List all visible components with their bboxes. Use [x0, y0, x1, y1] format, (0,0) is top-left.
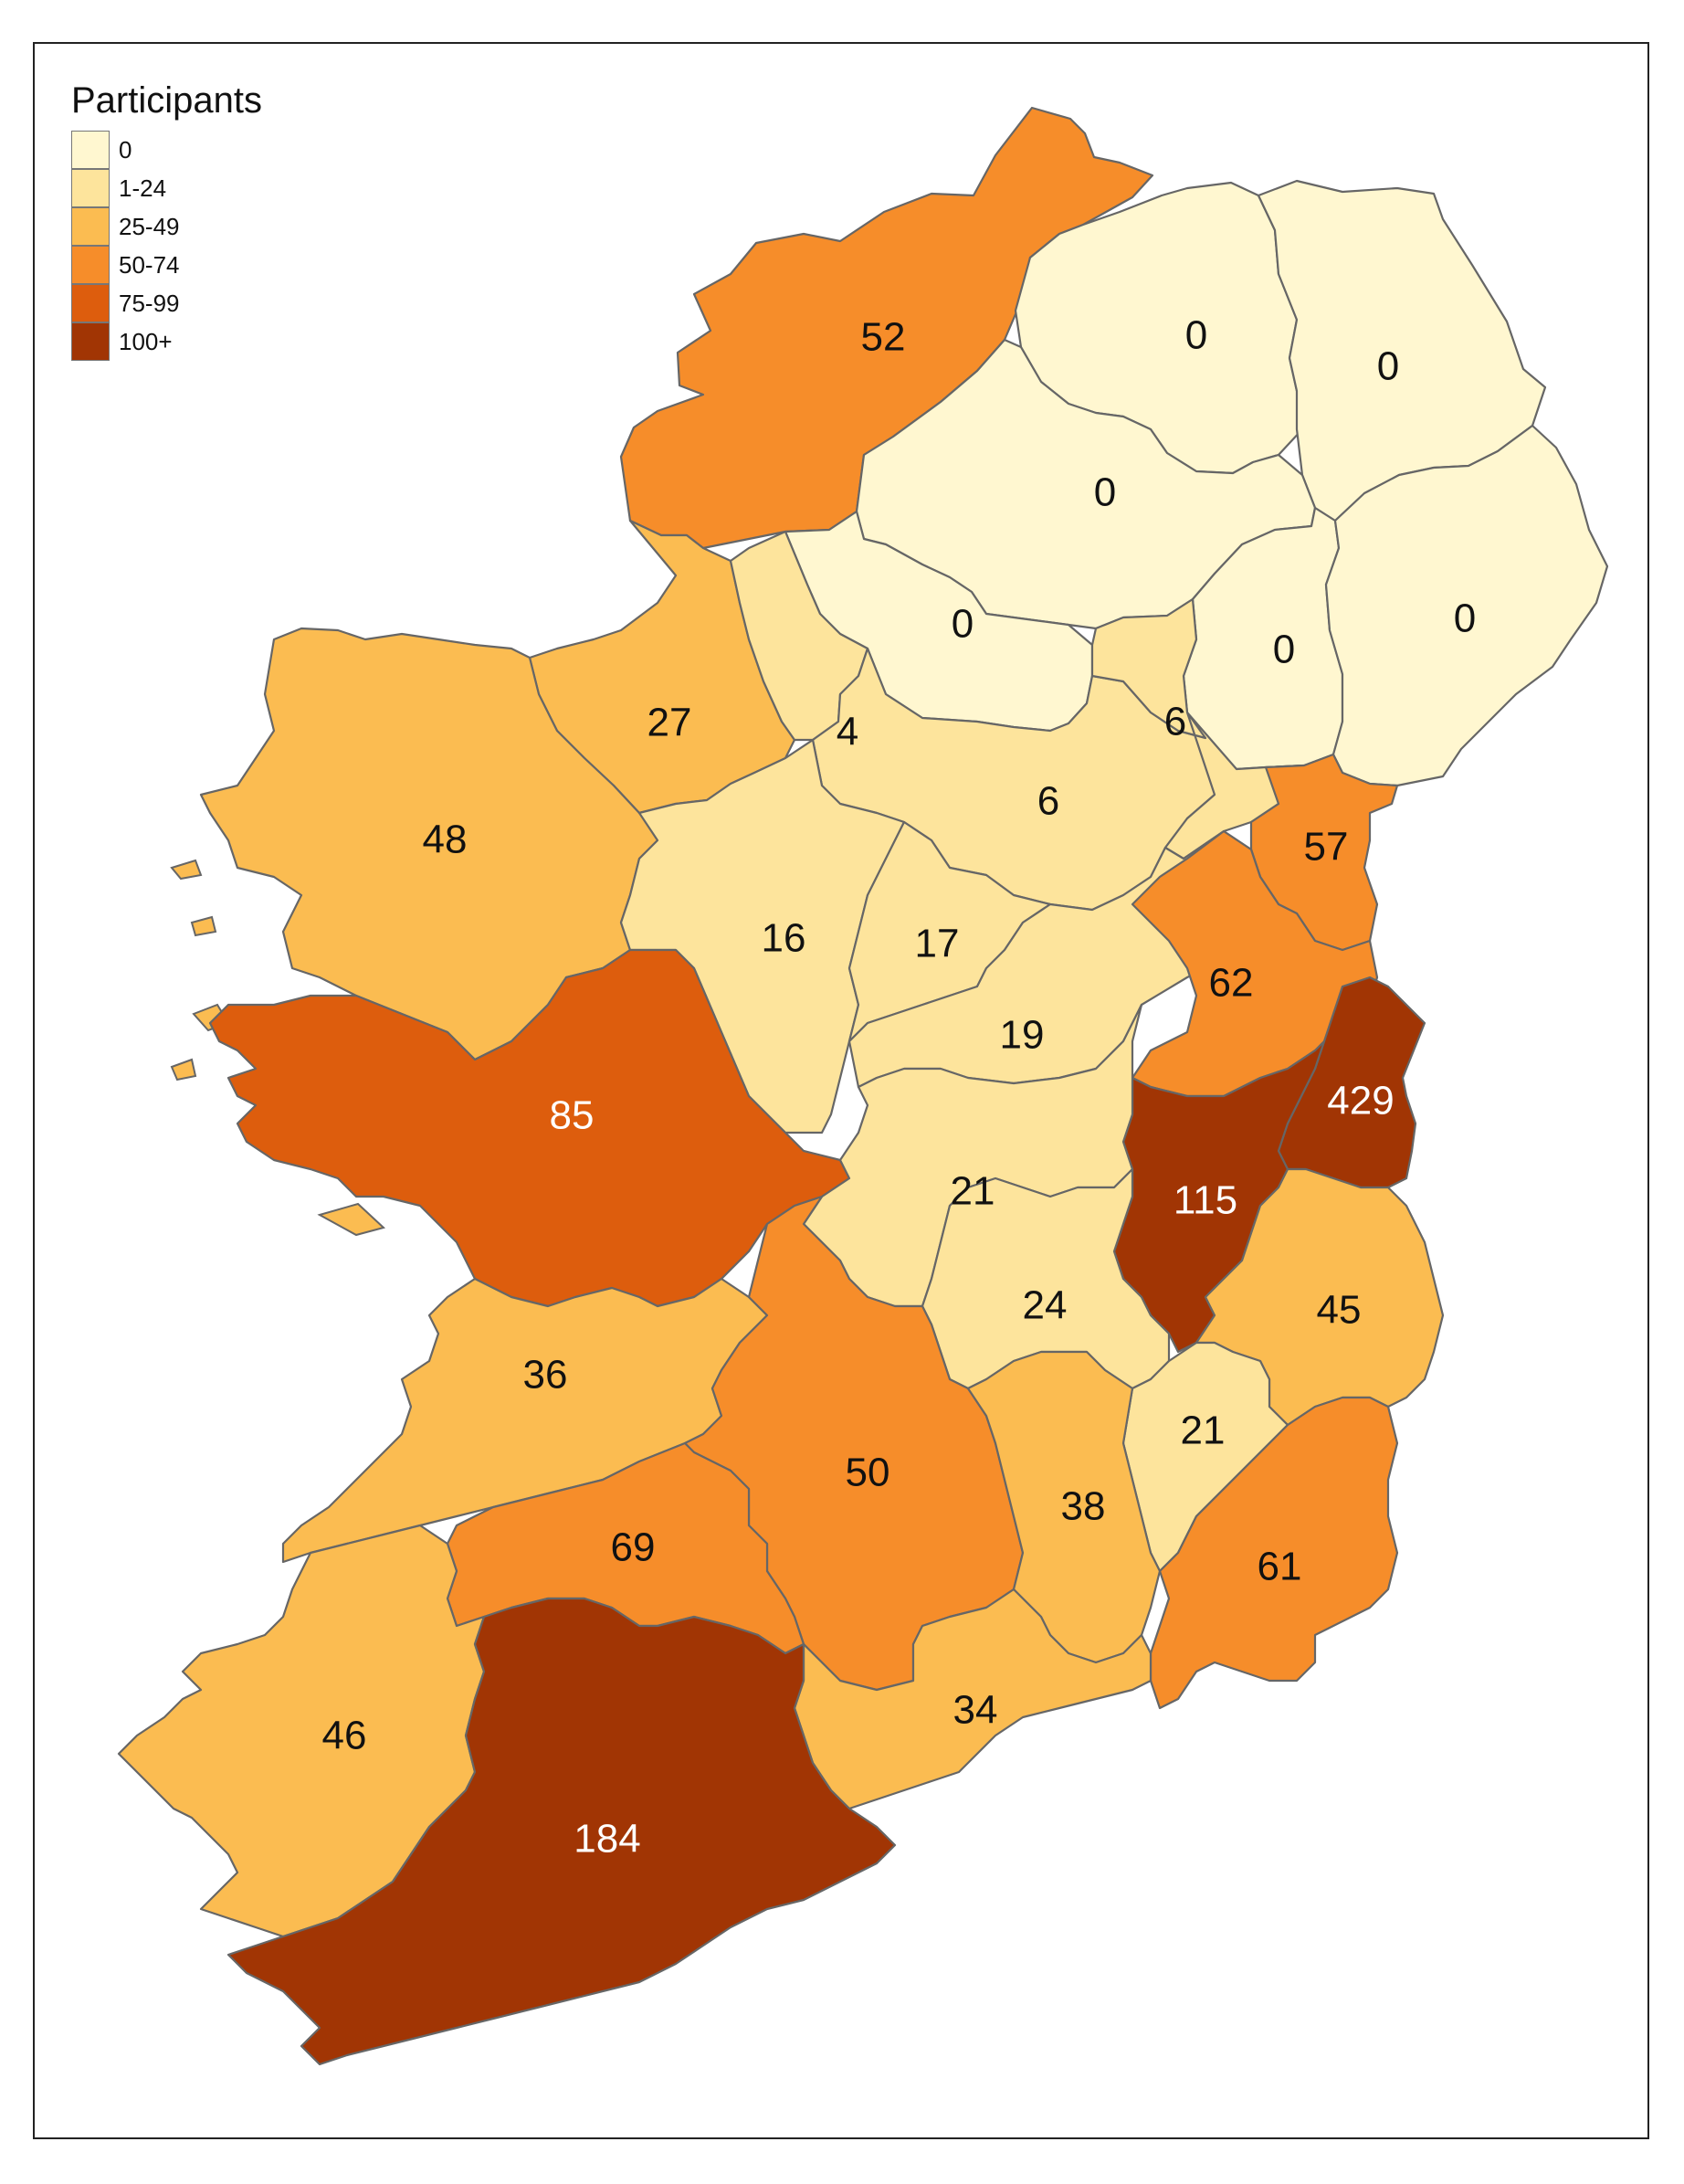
legend-item: 25-49	[71, 207, 262, 246]
region-label-border-east: 6	[1164, 700, 1186, 744]
legend-label: 25-49	[119, 212, 180, 240]
legend-swatch	[71, 246, 110, 284]
region-label-midwest-north: 16	[762, 916, 806, 961]
region-label-south-coast: 34	[953, 1688, 998, 1733]
region-label-west-large: 85	[550, 1093, 595, 1138]
region-label-midlands-east: 19	[1000, 1013, 1045, 1058]
region-label-midlands-north: 17	[915, 922, 960, 966]
region-label-east-coast: 45	[1317, 1288, 1362, 1333]
region-label-east-central: 115	[1174, 1178, 1237, 1223]
legend-swatch	[71, 284, 110, 322]
region-label-east-inland: 62	[1209, 961, 1254, 1006]
region-southeast-coast[interactable]	[1149, 1396, 1399, 1710]
region-label-coast-northeast: 57	[1304, 825, 1349, 870]
region-label-midlands-south: 21	[951, 1169, 995, 1214]
region-label-southeast-small: 21	[1181, 1409, 1226, 1453]
region-label-border-west: 27	[647, 701, 692, 745]
region-label-northwest-inland: 0	[952, 602, 974, 647]
region-label-southeast-inland: 24	[1023, 1283, 1068, 1328]
legend-swatch	[71, 207, 110, 246]
region-label-east-north: 0	[1454, 596, 1476, 641]
legend-item: 50-74	[71, 246, 262, 284]
map-legend: Participants 0 1-24 25-49 50-74 75-99 10…	[71, 80, 262, 361]
legend-title: Participants	[71, 80, 262, 121]
legend-item: 1-24	[71, 169, 262, 207]
legend-swatch	[71, 169, 110, 207]
region-label-south-inland: 50	[846, 1451, 890, 1495]
legend-swatch	[71, 322, 110, 361]
legend-item: 100+	[71, 322, 262, 361]
region-east-north[interactable]	[1324, 424, 1609, 787]
region-label-north-south: 0	[1273, 628, 1295, 672]
legend-label: 50-74	[119, 250, 180, 279]
legend-label: 1-24	[119, 174, 167, 202]
legend-item: 0	[71, 131, 262, 169]
region-label-border-small: 4	[837, 710, 858, 754]
region-label-southeast-central: 38	[1061, 1484, 1106, 1529]
legend-label: 0	[119, 135, 132, 164]
region-label-border-central: 6	[1037, 779, 1059, 824]
legend-label: 75-99	[119, 289, 180, 317]
legend-item: 75-99	[71, 284, 262, 322]
region-southeast-central[interactable]	[966, 1350, 1162, 1664]
region-label-west-coast: 48	[423, 818, 468, 862]
region-label-southwest: 46	[322, 1714, 367, 1758]
region-label-south: 184	[574, 1817, 640, 1862]
region-label-southwest-inland: 69	[611, 1525, 656, 1570]
region-label-north-interior: 0	[1094, 470, 1116, 515]
region-border-east[interactable]	[1090, 597, 1306, 860]
region-label-capital: 429	[1327, 1079, 1394, 1124]
region-label-southeast-coast: 61	[1258, 1545, 1302, 1589]
region-southwest[interactable]	[117, 1524, 486, 1938]
region-label-north-central: 0	[1185, 313, 1207, 358]
region-label-northeast: 0	[1377, 344, 1399, 389]
region-label-midwest: 36	[523, 1353, 568, 1398]
legend-label: 100+	[119, 327, 173, 355]
legend-swatch	[71, 131, 110, 169]
region-south[interactable]	[226, 1597, 897, 2066]
region-label-north-northwest: 52	[861, 315, 906, 360]
